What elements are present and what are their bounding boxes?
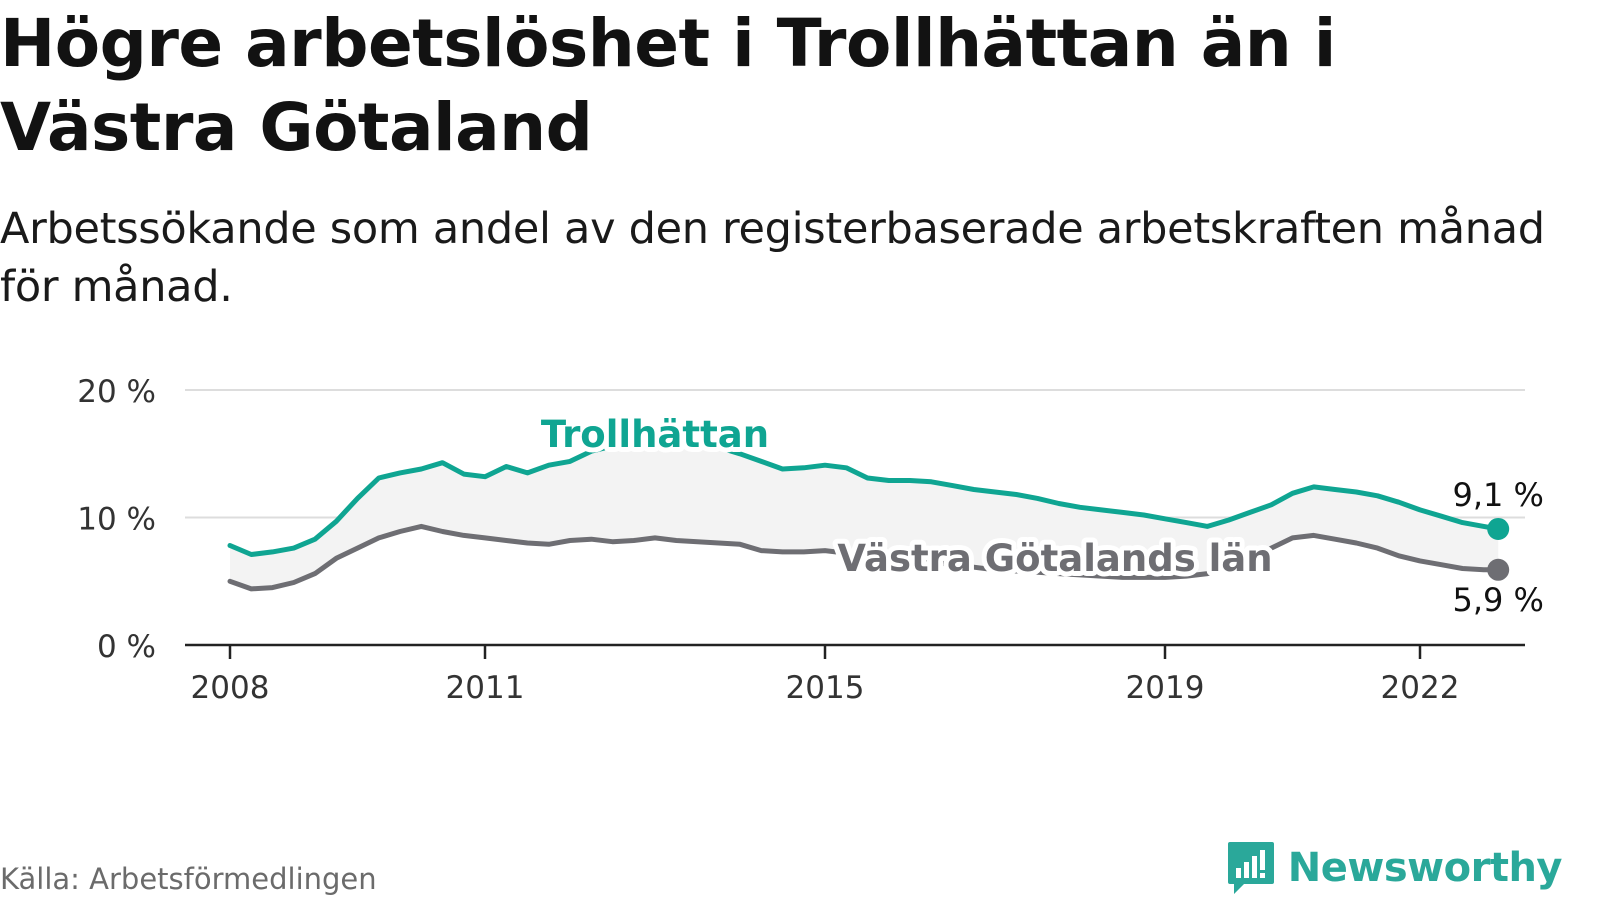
- y-tick-label: 0 %: [97, 629, 156, 665]
- axis-layer: 0 % 10 % 20 % 2008 2011 2015 2019 2022: [77, 374, 1525, 706]
- newsworthy-logo-icon: [1227, 842, 1274, 894]
- x-tick-label: 2011: [446, 670, 525, 706]
- x-tick-label: 2008: [191, 670, 270, 706]
- series-label-trollhattan-halo: Trollhättan: [541, 413, 769, 456]
- end-value-label-vastra-gotaland: 5,9 %: [1452, 581, 1543, 619]
- x-tick-label: 2015: [786, 670, 865, 706]
- series-label-trollhattan: Trollhättan: [541, 413, 769, 456]
- area-layer: [230, 438, 1499, 589]
- x-tick-label: 2019: [1126, 670, 1205, 706]
- x-tick-label: 2022: [1381, 670, 1460, 706]
- y-tick-label: 20 %: [77, 374, 156, 410]
- y-tick-label: 10 %: [77, 502, 156, 538]
- series-line-vastra-gotaland: [227, 523, 1501, 592]
- gap-area: [230, 438, 1499, 589]
- page-subtitle: Arbetssökande som andel av den registerb…: [0, 204, 1545, 312]
- end-point-vastra-gotaland: [1487, 558, 1510, 581]
- end-value-label-trollhattan: 9,1 %: [1452, 476, 1543, 514]
- page-title: Högre arbetslöshet i Trollhättan än i Vä…: [0, 5, 1336, 166]
- series-layer: [227, 436, 1510, 592]
- source-note: Källa: Arbetsförmedlingen: [0, 862, 377, 896]
- series-label-vastra-gotaland: Västra Götalands län: [837, 537, 1272, 580]
- brand-logo: Newsworthy: [1226, 840, 1563, 896]
- brand-name: Newsworthy: [1287, 845, 1563, 891]
- series-label-vastra-gotaland-halo: Västra Götalands län: [837, 537, 1272, 580]
- series-line-trollhattan: [227, 436, 1501, 557]
- end-point-trollhattan: [1487, 517, 1510, 540]
